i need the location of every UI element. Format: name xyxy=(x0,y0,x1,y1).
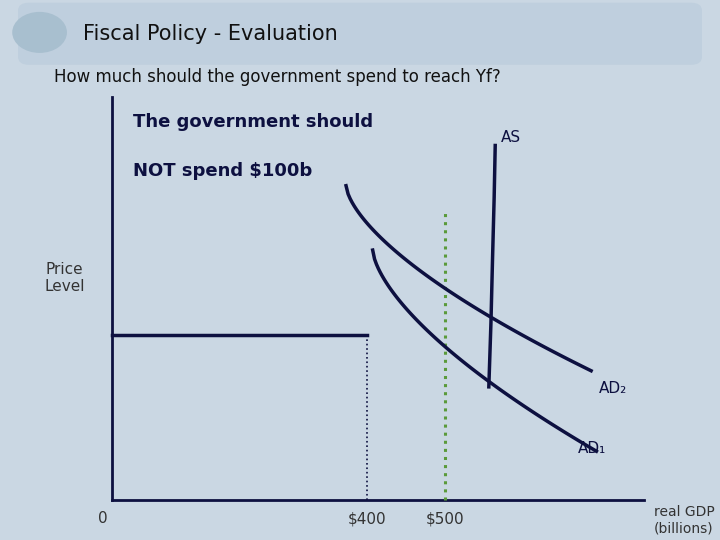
Text: NOT spend $100b: NOT spend $100b xyxy=(133,161,312,180)
Text: $400: $400 xyxy=(348,511,387,526)
FancyBboxPatch shape xyxy=(18,3,702,65)
Text: The government should: The government should xyxy=(133,113,373,131)
Circle shape xyxy=(12,12,67,53)
Text: Fiscal Policy - Evaluation: Fiscal Policy - Evaluation xyxy=(83,24,338,44)
Text: AD₂: AD₂ xyxy=(599,381,627,396)
Text: 0: 0 xyxy=(98,511,108,526)
Text: $500: $500 xyxy=(426,511,464,526)
Text: AS: AS xyxy=(500,130,521,145)
Text: real GDP
(billions): real GDP (billions) xyxy=(654,505,714,535)
Text: AD₁: AD₁ xyxy=(577,441,606,456)
Text: How much should the government spend to reach Yf?: How much should the government spend to … xyxy=(54,68,500,86)
Text: Price
Level: Price Level xyxy=(45,262,85,294)
